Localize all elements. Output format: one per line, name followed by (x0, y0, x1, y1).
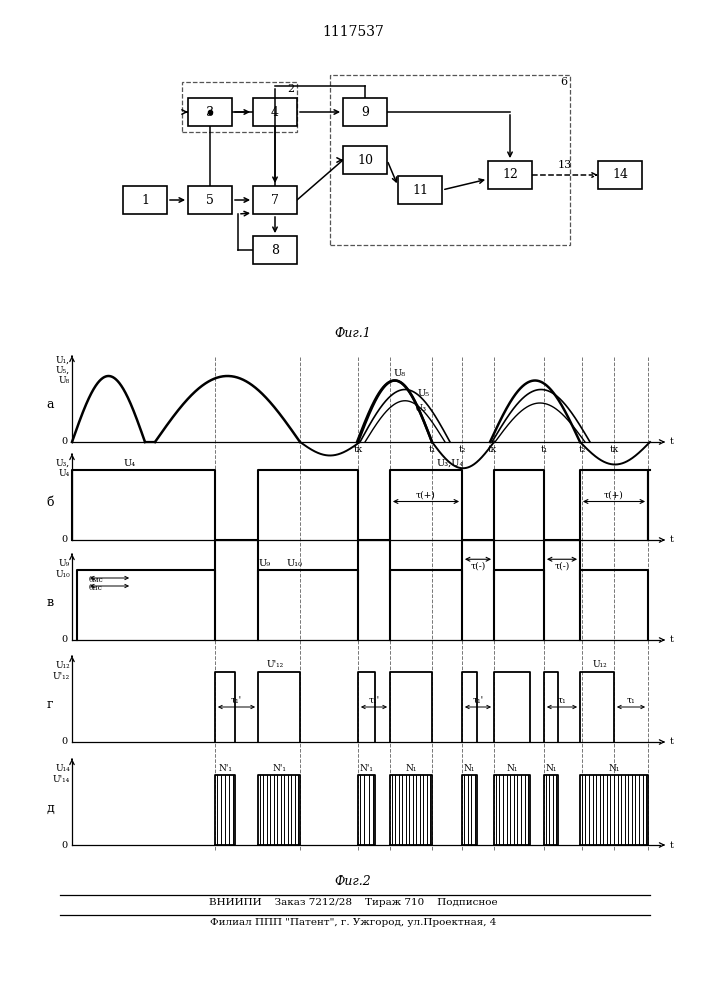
Text: θнс: θнс (89, 584, 103, 592)
Text: 10: 10 (357, 153, 373, 166)
Text: N₁: N₁ (464, 764, 475, 773)
Text: б: б (46, 496, 54, 510)
Text: 14: 14 (612, 168, 628, 182)
Text: 9: 9 (361, 105, 369, 118)
Text: t₁: t₁ (540, 445, 548, 454)
Text: г: г (47, 698, 53, 712)
Text: 13: 13 (558, 160, 572, 170)
Text: t₁: t₁ (428, 445, 436, 454)
Text: U₁₄: U₁₄ (55, 764, 70, 773)
Text: 2: 2 (287, 84, 294, 94)
Text: Фиг.2: Фиг.2 (334, 875, 371, 888)
Text: τ(+): τ(+) (604, 490, 624, 499)
Text: 4: 4 (271, 105, 279, 118)
Text: д: д (46, 802, 54, 814)
Text: 0: 0 (61, 536, 67, 544)
Text: U₄: U₄ (124, 459, 136, 468)
Text: tк: tк (487, 445, 496, 454)
Text: θмс: θмс (89, 576, 104, 584)
Text: U'₁₂: U'₁₂ (267, 660, 284, 669)
Text: ВНИИПИ    Заказ 7212/28    Тираж 710    Подписное: ВНИИПИ Заказ 7212/28 Тираж 710 Подписное (209, 898, 497, 907)
Text: N'₁: N'₁ (218, 764, 232, 773)
Text: 12: 12 (502, 168, 518, 182)
Text: 3: 3 (206, 105, 214, 118)
Text: 11: 11 (412, 184, 428, 196)
Bar (398, 176, 442, 204)
Text: τ₁': τ₁' (472, 696, 484, 705)
Text: U₅: U₅ (418, 389, 430, 398)
Text: t₂: t₂ (578, 445, 585, 454)
Text: 0: 0 (61, 738, 67, 746)
Text: t: t (670, 536, 674, 544)
Text: t: t (670, 438, 674, 446)
Text: t: t (670, 738, 674, 746)
Text: τ(+): τ(+) (416, 490, 436, 499)
Bar (253, 98, 297, 126)
Text: U₃,U₄: U₃,U₄ (436, 459, 464, 468)
Text: U₃: U₃ (415, 404, 427, 413)
Text: τ(-): τ(-) (470, 561, 486, 570)
Text: t₂: t₂ (458, 445, 466, 454)
Bar (188, 98, 232, 126)
Text: Фиг.1: Фиг.1 (334, 327, 371, 340)
Text: τ(-): τ(-) (554, 561, 570, 570)
Bar (343, 98, 387, 126)
Text: N₁: N₁ (545, 764, 556, 773)
Bar (253, 236, 297, 264)
Text: tк: tк (609, 445, 619, 454)
Text: 6: 6 (560, 77, 567, 87)
Text: N₁: N₁ (405, 764, 416, 773)
Text: U₁₀: U₁₀ (287, 559, 303, 568)
Text: N'₁: N'₁ (272, 764, 286, 773)
Text: в: в (47, 596, 54, 609)
Text: Филиал ППП "Патент", г. Ужгород, ул.Проектная, 4: Филиал ППП "Патент", г. Ужгород, ул.Прое… (210, 918, 496, 927)
Text: U₉: U₉ (259, 559, 271, 568)
Text: t: t (670, 840, 674, 850)
Text: τ₁: τ₁ (558, 696, 566, 705)
Text: 8: 8 (271, 243, 279, 256)
Text: 7: 7 (271, 194, 279, 207)
Text: а: а (46, 398, 54, 412)
Bar (253, 186, 297, 214)
Bar (123, 186, 167, 214)
Text: N₁: N₁ (608, 764, 620, 773)
Bar (488, 161, 532, 189)
Text: 0: 0 (61, 438, 67, 446)
Text: U₈: U₈ (59, 376, 70, 385)
Text: U₃,: U₃, (56, 459, 70, 468)
Text: 1117537: 1117537 (322, 25, 384, 39)
Bar (330, 75, 570, 245)
Bar (343, 146, 387, 174)
Text: τ₁: τ₁ (626, 696, 636, 705)
Text: U₁,: U₁, (56, 356, 70, 365)
Text: U'₁₄: U'₁₄ (53, 775, 70, 784)
Text: N'₁: N'₁ (360, 764, 373, 773)
Bar (182, 82, 297, 132)
Text: U'₁₂: U'₁₂ (53, 672, 70, 681)
Text: 5: 5 (206, 194, 214, 207)
Text: t: t (670, 636, 674, 645)
Bar (188, 186, 232, 214)
Text: 0: 0 (61, 840, 67, 850)
Text: 1: 1 (141, 194, 149, 207)
Text: U₉: U₉ (59, 559, 70, 568)
Text: τ₁': τ₁' (368, 696, 380, 705)
Text: U₁₂: U₁₂ (55, 661, 70, 670)
Text: U₁₂: U₁₂ (592, 660, 607, 669)
Bar (598, 161, 642, 189)
Text: U₁₀: U₁₀ (55, 570, 70, 579)
Text: U₅,: U₅, (56, 366, 70, 375)
Text: U₄: U₄ (59, 469, 70, 478)
Text: tк: tк (354, 445, 363, 454)
Text: U₈: U₈ (394, 369, 406, 378)
Text: N₁: N₁ (506, 764, 518, 773)
Text: 0: 0 (61, 636, 67, 645)
Text: τ₁': τ₁' (230, 696, 242, 705)
